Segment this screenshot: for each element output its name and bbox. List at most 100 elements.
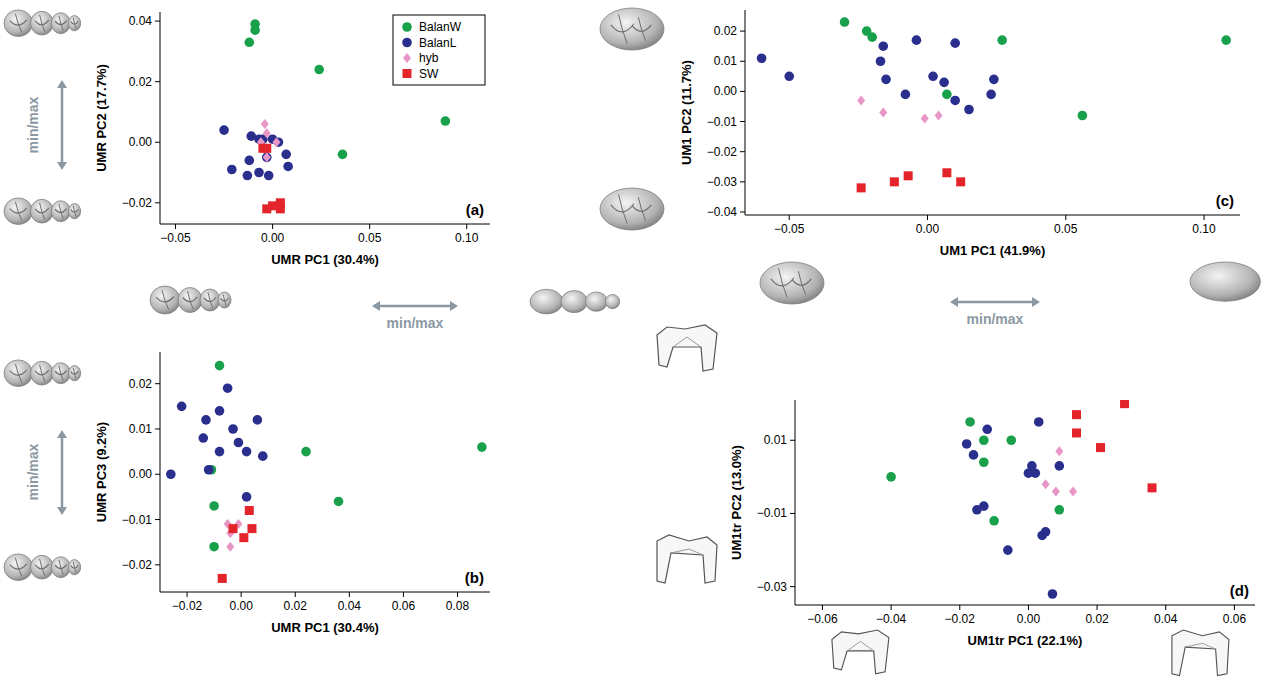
point — [166, 469, 176, 479]
x-tick-label: 0.08 — [446, 599, 470, 613]
tooth-lobe — [68, 16, 80, 31]
arrow-head — [372, 301, 380, 311]
point — [215, 447, 225, 457]
arrow-shaft — [61, 436, 64, 509]
tooth-groove — [73, 18, 76, 29]
point — [1055, 446, 1063, 456]
x-tick-label: 0.02 — [284, 599, 308, 613]
y-tick-label: 0.00 — [129, 135, 153, 149]
series — [886, 417, 1064, 525]
point — [264, 171, 274, 181]
panel: −0.06−0.04−0.020.000.020.040.06−0.03−0.0… — [729, 399, 1255, 648]
tooth-groove — [638, 197, 645, 221]
x-tick — [1165, 605, 1166, 610]
x-tick-label: 0.00 — [1017, 612, 1041, 626]
tooth-lobe — [31, 11, 54, 35]
point — [1069, 487, 1077, 497]
legend-label: hyb — [419, 51, 439, 65]
y-tick — [155, 519, 160, 520]
point — [878, 41, 888, 51]
cross-section-inner — [673, 337, 701, 347]
x-axis-line — [160, 592, 490, 593]
point — [989, 75, 999, 85]
molar-row-shape — [4, 554, 81, 581]
y-axis-line — [795, 400, 796, 605]
point — [969, 450, 979, 460]
legend-label: SW — [419, 67, 439, 81]
tooth-groove — [619, 194, 628, 223]
tooth-groove — [779, 268, 788, 297]
points — [166, 361, 487, 583]
annotation: min/max — [25, 96, 41, 153]
point — [1052, 487, 1060, 497]
point — [314, 65, 324, 75]
x-tick — [1234, 605, 1235, 610]
x-axis-line — [745, 215, 1240, 216]
molar-shape — [600, 8, 664, 50]
series — [1042, 446, 1077, 496]
tooth-lobe — [561, 291, 587, 313]
point — [215, 361, 225, 371]
legend-marker — [403, 53, 411, 63]
molar-row-shape — [4, 360, 81, 387]
x-tick-label: −0.04 — [876, 612, 907, 626]
point — [979, 501, 989, 511]
y-tick-label: −0.01 — [122, 513, 153, 527]
y-tick — [740, 31, 745, 32]
tooth-groove — [638, 17, 645, 41]
tooth-groove — [40, 203, 45, 220]
x-tick — [466, 224, 467, 229]
point — [1048, 589, 1058, 599]
series — [219, 125, 293, 180]
y-tick-label: 0.04 — [129, 14, 153, 28]
point — [244, 37, 254, 47]
x-tick-label: 0.10 — [455, 231, 479, 245]
x-tick-label: −0.02 — [945, 612, 976, 626]
tooth-groove — [59, 366, 63, 381]
tooth-lobe — [31, 199, 54, 223]
cross-section-outline — [657, 535, 717, 583]
y-tick-label: −0.04 — [707, 205, 738, 219]
x-tick-label: 0.10 — [1192, 222, 1216, 236]
x-tick — [241, 592, 242, 597]
tooth-groove — [73, 206, 76, 217]
point — [890, 177, 899, 186]
point — [939, 78, 949, 88]
point — [253, 415, 263, 425]
tooth-groove — [40, 365, 45, 382]
point — [242, 447, 252, 457]
y-tick — [790, 513, 795, 514]
cross-section-inner — [671, 549, 703, 555]
point — [254, 168, 264, 178]
tooth-lobe — [31, 361, 54, 385]
tooth-lobe — [150, 286, 180, 314]
y-tick — [155, 81, 160, 82]
y-tick — [155, 142, 160, 143]
point — [209, 542, 219, 552]
arrow-shaft — [378, 305, 452, 308]
panel-label: (a) — [466, 201, 484, 218]
point — [950, 96, 960, 106]
legend-label: BalanW — [419, 20, 462, 34]
panel-label: (d) — [1230, 582, 1249, 599]
legend: BalanW BalanLhyb SW — [393, 15, 485, 85]
molar-shape — [600, 188, 664, 230]
min-max-annotation: min/max — [372, 301, 458, 331]
point — [262, 204, 271, 213]
tooth-lobe — [68, 204, 80, 219]
point — [1148, 483, 1157, 492]
x-axis-title: UM1tr PC1 (22.1%) — [968, 633, 1083, 648]
y-tick-label: 0.02 — [714, 24, 738, 38]
point — [912, 35, 922, 45]
series — [1072, 400, 1157, 492]
x-tick — [1204, 215, 1205, 220]
point — [245, 506, 254, 515]
point — [1120, 400, 1129, 408]
arrow-shaft — [956, 301, 1034, 304]
x-tick — [822, 605, 823, 610]
legend-label: BalanL — [419, 36, 457, 50]
tooth-groove — [40, 15, 45, 32]
series — [840, 17, 1231, 120]
y-tick-label: 0.02 — [129, 75, 153, 89]
x-tick — [457, 592, 458, 597]
